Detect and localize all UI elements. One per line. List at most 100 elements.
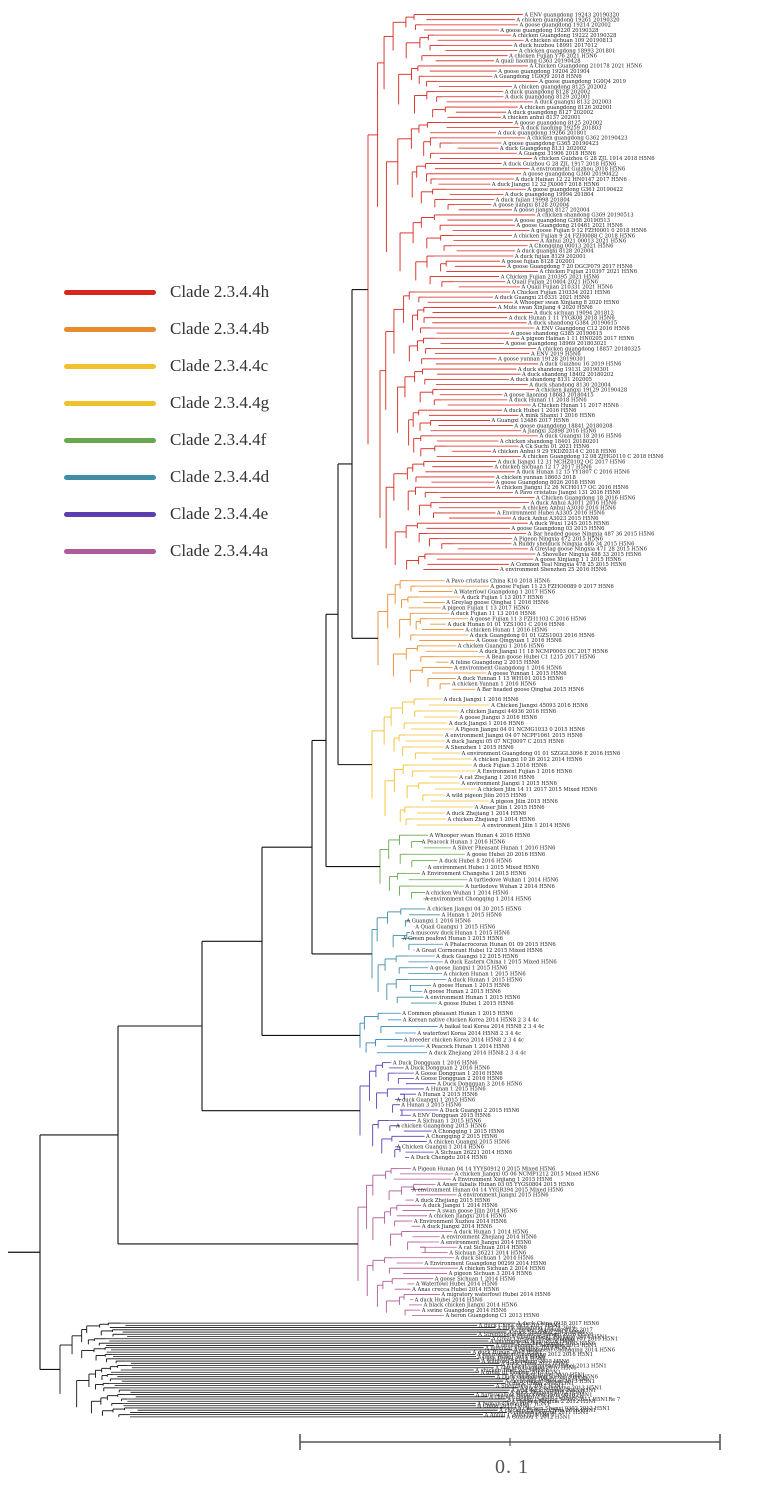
legend-item-2-3-4-4c: Clade 2.3.4.4c (64, 351, 324, 381)
leaf-label: A duck guangdong 8128 202002 (504, 89, 591, 95)
leaf-label: A goose Guangdong 7 20 DGCP079 2017 H5N6 (506, 264, 632, 270)
legend-label: Clade 2.3.4.4h (170, 282, 270, 301)
leaf-label: A chicken guangdong 8126 202001 (518, 105, 612, 111)
leaf-label: A Whooper swan Hunan 4 2016 H5N6 (429, 833, 531, 839)
leaf-label: A environment Hunan 2013 H5N1 (504, 1379, 595, 1385)
leaf-label: A Environment Changsha 1 2015 H5N6 (421, 871, 526, 877)
leaf-label: A chicken Hunan 1 2015 H5N6 (442, 971, 525, 977)
leaf-label: A Sichuan 1 2015 H5N6 (416, 1118, 481, 1124)
leaf-label: A Streptopelia decaocto Jiangxi 2016 H5N… (477, 1332, 593, 1338)
legend-swatch (64, 400, 156, 406)
leaf-label: A duck Jiangxi 1 2016 H5N6 (448, 721, 524, 727)
leaf-label: A chicken Guangdong 12 08 ZJHG0110 C 201… (521, 454, 663, 460)
leaf-label: A Common Teal Ningxia 478 25 2015 H5N6 (510, 562, 626, 568)
leaf-label: A goose Fujian 11 3 FZH1103 C 2016 H5N6 (469, 617, 587, 623)
leaf-label: A Anas crecca Hubei 2014 H5N6 (411, 1287, 499, 1293)
leaf-label: A Quail Guangxi 1 2015 H5N6 (414, 924, 495, 930)
leaf-label: A duck guangdong 19266 201801 (497, 131, 587, 137)
legend-label: Clade 2.3.4.4d (170, 467, 270, 486)
leaf-label: A Great Cormorant Hubei 12 2015 Mixed H5… (415, 948, 542, 954)
scale-bar-label: 0. 1 (495, 1456, 529, 1478)
legend-swatch (64, 289, 156, 295)
leaf-label: A goose guangdong G368 20190513 (513, 218, 610, 224)
legend-item-2-3-4-4f: Clade 2.3.4.4f (64, 425, 324, 455)
leaf-label: A duck shandong 8131 202005 (509, 377, 592, 383)
leaf-label: A chicken guangdong 19261 20190320 (515, 18, 619, 24)
leaf-label: A mink Shanxi 1 2016 H5N6 (519, 413, 595, 419)
leaf-label: A muscovy duck Hunan 1 2015 H5N6 (410, 930, 510, 936)
leaf-label: A duck Hunan 1 2014 H5N6 (453, 1229, 529, 1235)
leaf-label: A pigeon Fujian 1 13 2017 H5N6 (441, 606, 529, 612)
leaf-label: A duck Hubei 2014 H5N6 (414, 1297, 483, 1303)
leaf-label: A Great Crested Grebe Qinghai Y01 2015 H… (491, 1337, 618, 1343)
leaf-label: A duck shandong 18402 20180202 (521, 372, 614, 378)
leaf-label: A waterfowl Korea 2014 H5N8 2 3 4 4c (416, 1031, 521, 1037)
leaf-label: A duck Zhejiang 2012 H5N1 (509, 1390, 585, 1396)
leaf-label: A Chongqing 2 2015 H5N6 (425, 1134, 497, 1140)
leaf-label: A duck Anhui A3023 2015 H5N6 (511, 516, 598, 522)
leaf-label: A duck Hubei 8 2016 H5N6 (438, 858, 512, 864)
leaf-label: A environment Jiangxi 04 07 NCPF1061 201… (444, 733, 583, 739)
leaf-label: A Goose Qingyuan 1 2016 H5N6 (475, 638, 562, 644)
leaf-label: A environment Jiangxi 2015 H5N6 (457, 1193, 549, 1199)
leaf-label: A pigeon Jilin 2015 H5N6 (489, 799, 557, 805)
leaf-label: A chicken Jiangxi 04 30 2015 H5N6 (426, 907, 521, 913)
leaf-label: A chicken Jiangxi 12 26 NCH0117 OC 2016 … (496, 485, 629, 491)
leaf-label: A chicken guangdong 18993 201801 (518, 48, 616, 54)
leaf-label: A goose Jiangxi 3 2016 H5N6 (459, 715, 538, 721)
leaf-label: A barnswallow Hong Kong 1161 2010 H5N1 (475, 1392, 593, 1398)
leaf-label: A chicken jiangxi 19129 20190428 (535, 387, 627, 393)
leaf-label: A Shenzhen 1 2011 H5N1 (495, 1383, 564, 1389)
leaf-label: A Anser fabalis Hunan 03 05 YYGS0804 201… (436, 1182, 574, 1188)
leaf-label: A Ck Suchi 01 2021 H5N6 (519, 444, 589, 450)
leaf-label: A duck Anhui A3011 2016 H5N6 (530, 500, 617, 506)
leaf-label: A pigeon Hainan 1 11 HN0205 2017 H5N6 (520, 336, 634, 342)
leaf-label: A duck Hunan 1 2015 H5N6 (447, 977, 523, 983)
leaf-label: A Guangxi 1 2016 H5N6 (405, 919, 470, 925)
leaf-label: A goose Jiangxi 1 2015 H5N6 (429, 966, 508, 972)
leaf-label: A Duck Guangdong S1322 2010 H5N6 (495, 1374, 598, 1380)
leaf-label: A Chicken Guangdong 210178 2021 H5N6 (528, 64, 641, 70)
leaf-label: A lion Hubei 2014 H5N6 (480, 1357, 546, 1363)
leaf-label: A chicken Sichuan 12 17 2017 H5N6 (493, 464, 591, 470)
leaf-label: A Hunan 2 2015 H5N6 (417, 1092, 478, 1098)
leaf-label: A chicken yunnan 18603 2018 (495, 475, 576, 481)
leaf-label: A goose Hubei 20 2016 H5N6 (466, 852, 546, 858)
leaf-label: A Mute swan Xinjiang 4 2020 H5N6 (497, 305, 593, 311)
leaf-label: A duck Hunan 1 11 YYGK08 2018 H5N6 (508, 315, 615, 321)
leaf-label: A environment Jilin 1 2014 H5N6 (481, 823, 570, 829)
tree-branches (8, 14, 539, 1418)
leaf-label: A goose guangdong G360 20190422 (522, 172, 619, 178)
leaf-label: A Pigeon Ningxia 472 2015 H5N6 (513, 536, 603, 542)
leaf-label: A goose guangdong 19204 201904 (497, 69, 590, 75)
legend-swatch (64, 474, 156, 480)
leaf-label: A goose Hunan 1 2015 H5N6 (432, 983, 510, 989)
leaf-label: A Common pheasant Hunan 1 2015 H5N6 (401, 1011, 513, 1017)
leaf-label: A Duck Dongguan 1 2016 H5N6 (392, 1060, 478, 1066)
leaf-label: A Chicken Guangdong 18 2016 H5N6 (535, 495, 635, 501)
leaf-label: A Environment Xinjiang 1 2015 H5N6 (451, 1177, 552, 1183)
leaf-label: A chicken Jiangxi 05 06 NCMP1212 2015 Mi… (454, 1172, 599, 1178)
leaf-label: A duck guangdong 8129 202001 (504, 95, 591, 101)
leaf-label: A Bean goose Hubei C1 1215 2017 H5N6 (485, 655, 595, 661)
leaf-label: A chicken Fujian Y76 2021 H5N6 (508, 53, 597, 59)
leaf-label: A duck guangxi 8128 202004 (516, 249, 595, 255)
leaf-label: A Silver Pheasant Hunan 1 2016 H5N6 (452, 846, 556, 852)
leaf-label: A Ruddy shelduck Ningxia 486 34 2015 H5N… (512, 542, 634, 548)
leaf-label: A Quail Fujian 210404 2021 H5N6 (506, 280, 598, 286)
leaf-label: A Chongqing 1 2015 H5N6 (432, 1129, 504, 1135)
leaf-label: A Waterfowl Hubei 2014 H5N6 (415, 1282, 498, 1288)
leaf-label: A duck Jiangxi 12 32 JX0067 2018 H5N6 (491, 182, 599, 188)
leaf-label: A duck Jiangxi 12 31 NCHZ0102 OC 2017 H5… (497, 459, 626, 465)
leaf-label: A goose guangdong G361 20190422 (526, 187, 623, 193)
leaf-label: A China 2017 H5N1 (476, 1404, 530, 1410)
leaf-label: A chicken Zhejiang 1 2014 H5N6 (446, 817, 535, 823)
leaf-label: A duck fujian 8129 202001 (514, 254, 586, 260)
leaf-label: A duck Jiangxi 11 18 NCMP0003 OC 2017 H5… (478, 649, 608, 655)
leaf-label: A chicken Guizhou 2016 H5N6 (494, 1366, 576, 1372)
leaf-label: A Peacock Hunan 1 2014 H5N6 (425, 1044, 509, 1050)
leaf-label: A duck Hubei 1 2016 H5N6 (503, 408, 577, 414)
leaf-label: A chicken Jiangsu 2013 H5N6 (515, 1341, 595, 1347)
leaf-label: A duck fujian 19998 201804 (495, 197, 571, 203)
leaf-label: A Phalacrocorax Hunan 01 09 2015 H5N6 (444, 942, 556, 948)
